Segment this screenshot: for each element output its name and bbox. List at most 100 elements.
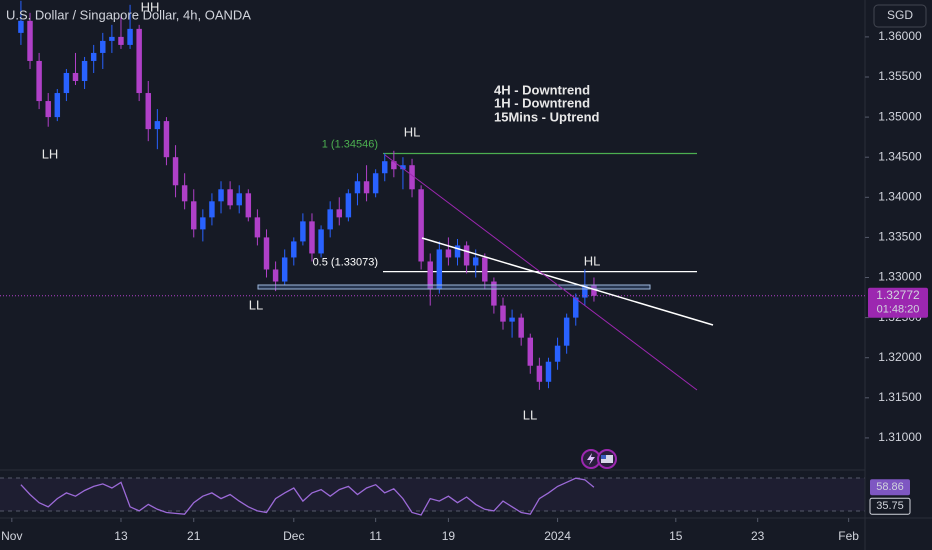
rsi-band	[0, 478, 865, 511]
y-tick-label: 1.35500	[878, 69, 922, 83]
candle-body	[454, 245, 461, 258]
x-tick-label: 15	[669, 529, 683, 543]
note: 4H - Downtrend	[494, 82, 590, 97]
price-label: 1.32772	[876, 288, 920, 302]
candle-body	[591, 285, 597, 296]
rsi-label-box	[869, 497, 911, 515]
candle-body	[18, 20, 24, 33]
candle-body	[209, 201, 215, 218]
candle-body	[54, 93, 61, 118]
x-tick-label: 11	[369, 529, 382, 543]
candle-body	[500, 305, 506, 322]
candle-body	[227, 189, 233, 206]
candle-body	[136, 28, 142, 94]
candle-body	[318, 229, 324, 254]
candle-body	[263, 237, 270, 270]
symbol-title: U.S. Dollar / Singapore Dollar, 4h, OAND…	[6, 7, 251, 22]
candle-body	[109, 36, 115, 41]
candle-body	[582, 285, 588, 298]
candle-body	[418, 189, 424, 262]
candle-body	[563, 317, 570, 346]
candle-body	[154, 121, 161, 130]
candle-body	[218, 189, 224, 202]
annotation: LL	[249, 297, 263, 312]
candle-body	[291, 241, 297, 258]
candle-body	[527, 337, 534, 366]
rsi-label: 35.75	[876, 500, 904, 512]
y-tick-label: 1.34500	[878, 149, 922, 163]
rsi-line	[20, 477, 595, 516]
candle-body	[436, 249, 443, 290]
candle-body	[491, 281, 497, 306]
candle-body	[172, 157, 179, 186]
candle-body	[509, 317, 515, 322]
candle-body	[327, 209, 333, 230]
candle-body	[336, 209, 342, 218]
x-tick-label: Dec	[283, 529, 304, 543]
y-tick-label: 1.33000	[878, 270, 922, 284]
y-tick-label: 1.33500	[878, 230, 922, 244]
y-tick-label: 1.35000	[878, 109, 922, 123]
x-tick-label: 21	[187, 529, 201, 543]
candle-body	[63, 72, 70, 94]
candle-body	[236, 193, 242, 206]
candle-body	[127, 28, 133, 45]
annotation: HL	[404, 124, 421, 139]
trendline	[384, 154, 698, 391]
currency: SGD	[887, 8, 913, 22]
candle-body	[45, 101, 51, 118]
annotation: HL	[584, 253, 601, 268]
x-tick-label: 19	[442, 529, 456, 543]
flag-body	[601, 455, 613, 463]
candle-body	[463, 245, 470, 266]
candle-body	[409, 165, 415, 190]
y-tick-label: 1.34000	[878, 189, 922, 203]
candle-body	[536, 365, 543, 382]
candle-body	[36, 60, 42, 102]
x-tick-label: Nov	[1, 529, 22, 543]
candle-body	[72, 72, 79, 82]
candle-body	[391, 161, 397, 170]
trendline	[421, 237, 714, 326]
currency-button[interactable]	[873, 4, 927, 28]
countdown: 01:48:20	[877, 304, 920, 316]
candle-body	[518, 317, 524, 338]
candle-body	[118, 36, 124, 45]
candle-body	[81, 60, 88, 82]
candle-body	[382, 161, 388, 174]
note: 1H - Downtrend	[494, 95, 590, 110]
candle-body	[354, 181, 361, 194]
x-tick-label: 13	[114, 529, 128, 543]
x-tick-label: 2024	[544, 529, 571, 543]
candle-body	[163, 121, 170, 158]
candle-body	[27, 20, 33, 61]
candle-body	[372, 173, 379, 194]
fib-label: 0.5 (1.33073)	[313, 257, 378, 269]
candle-body	[309, 221, 315, 254]
candle-body	[145, 93, 151, 130]
candle-body	[300, 221, 306, 242]
annotations: LH HH HL LL HL LL 4H - Downtrend 1H - Do…	[42, 0, 601, 422]
candle-body	[181, 185, 188, 202]
candle-body	[445, 249, 452, 258]
candle-body	[245, 193, 252, 218]
annotation: HH	[141, 0, 160, 14]
y-tick-label: 1.36000	[878, 29, 922, 43]
candle-body	[363, 181, 370, 194]
candle-body	[90, 52, 97, 61]
marks: 1 (1.34546) 0.5 (1.33073)	[0, 0, 869, 522]
rsi-label: 58.86	[876, 481, 904, 493]
candle-body	[545, 361, 552, 382]
annotation: LL	[523, 407, 537, 422]
lightning-icon	[587, 453, 595, 465]
candle-body	[400, 165, 406, 170]
candle-body	[427, 261, 433, 290]
price-label-box	[868, 287, 928, 318]
candle-body	[472, 257, 479, 266]
support-zone	[257, 284, 651, 290]
y-tick-label: 1.31500	[878, 390, 922, 404]
candle-body	[573, 297, 579, 318]
